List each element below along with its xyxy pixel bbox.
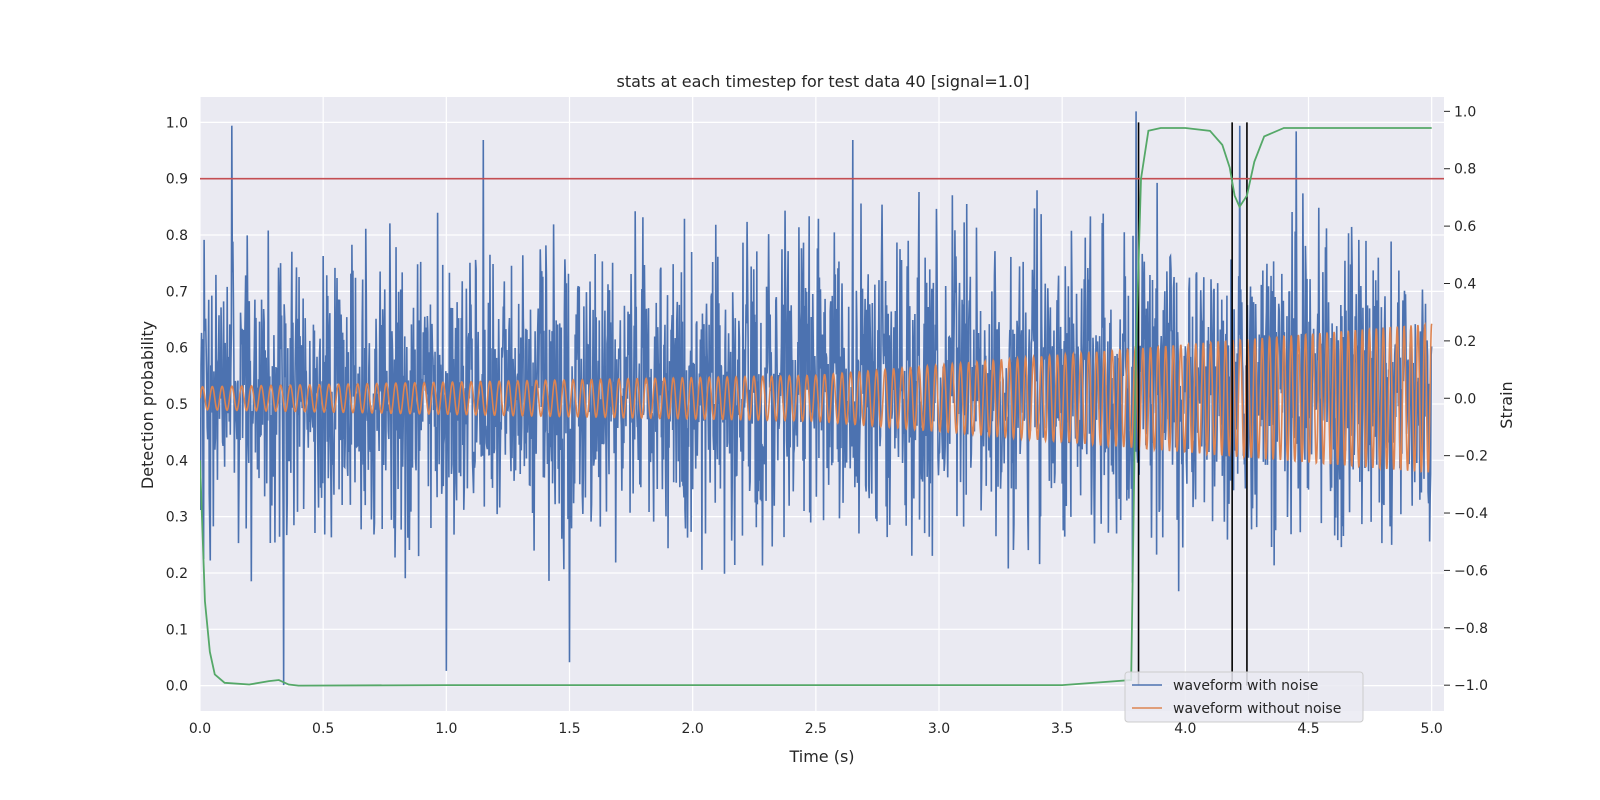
- y-tick-label: 0.5: [166, 397, 188, 413]
- series-detection-probability: [200, 127, 1432, 687]
- x-tick-label: 4.0: [1174, 721, 1196, 737]
- y-tick-label: 0.2: [166, 566, 188, 582]
- y-right-tick-label: −0.4: [1454, 506, 1488, 522]
- legend: waveform with noise waveform without noi…: [1124, 671, 1364, 723]
- y-right-tick-label: 1.0: [1454, 104, 1476, 120]
- x-tick-label: 2.0: [682, 721, 704, 737]
- y-right-axis-label: Strain: [1497, 381, 1516, 428]
- series-waveform-without-noise: [200, 321, 1433, 473]
- x-tick-label: 4.5: [1297, 721, 1319, 737]
- y-right-tick-label: −1.0: [1454, 678, 1488, 694]
- y-right-tick-label: 0.4: [1454, 276, 1476, 292]
- x-tick-label: 1.0: [435, 721, 457, 737]
- legend-box: [1124, 671, 1364, 723]
- y-right-tick-label: 0.2: [1454, 334, 1476, 350]
- y-tick-label: 1.0: [166, 115, 188, 131]
- y-right-tick-labels: −1.0 −0.8 −0.6 −0.4 −0.2 0.0 0.2 0.4 0.6 0.8 1.0: [1444, 104, 1488, 694]
- y-tick-label: 0.4: [166, 453, 188, 469]
- chart-title: stats at each timestep for test data 40 …: [617, 72, 1030, 91]
- y-right-tick-label: −0.6: [1454, 563, 1488, 579]
- y-tick-label: 0.6: [166, 341, 188, 357]
- y-right-tick-label: 0.0: [1454, 391, 1476, 407]
- y-tick-label: 0.1: [166, 622, 188, 638]
- y-axis-label: Detection probability: [138, 321, 157, 489]
- y-tick-label: 0.7: [166, 284, 188, 300]
- legend-label-clean: waveform without noise: [1173, 701, 1341, 717]
- y-right-tick-label: −0.2: [1454, 449, 1488, 465]
- x-tick-label: 3.0: [928, 721, 950, 737]
- x-tick-label: 2.5: [805, 721, 827, 737]
- x-tick-label: 5.0: [1421, 721, 1443, 737]
- x-tick-labels: 0.0 0.5 1.0 1.5 2.0 2.5 3.0 3.5 4.0 4.5 5.0: [189, 721, 1443, 737]
- y-right-tick-label: 0.8: [1454, 162, 1476, 178]
- legend-label-noise: waveform with noise: [1173, 678, 1318, 694]
- series-layer: [200, 111, 1444, 687]
- y-tick-label: 0.8: [166, 228, 188, 244]
- y-right-tick-label: −0.8: [1454, 621, 1488, 637]
- y-tick-labels: 0.0 0.1 0.2 0.3 0.4 0.5 0.6 0.7 0.8 0.9 1.0: [166, 115, 188, 694]
- y-tick-label: 0.0: [166, 679, 188, 695]
- x-tick-label: 3.5: [1051, 721, 1073, 737]
- x-tick-label: 0.0: [189, 721, 211, 737]
- y-tick-label: 0.3: [166, 510, 188, 526]
- x-axis-label: Time (s): [788, 747, 854, 766]
- x-tick-label: 1.5: [558, 721, 580, 737]
- y-right-tick-label: 0.6: [1454, 219, 1476, 235]
- series-waveform-with-noise: [200, 111, 1433, 686]
- x-tick-label: 0.5: [312, 721, 334, 737]
- y-tick-label: 0.9: [166, 172, 188, 188]
